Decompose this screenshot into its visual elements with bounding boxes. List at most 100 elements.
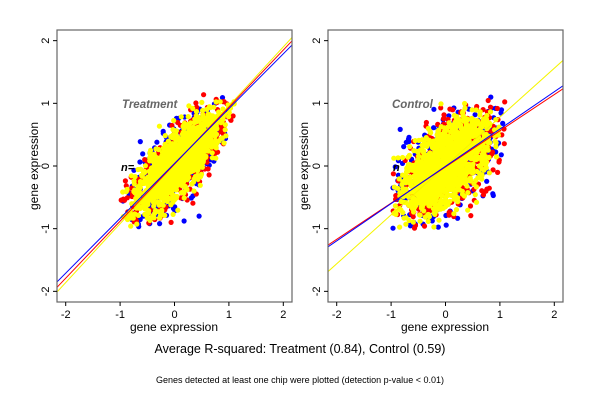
yellow-point bbox=[424, 161, 430, 167]
yellow-point bbox=[425, 192, 431, 198]
yellow-point bbox=[445, 147, 451, 153]
yellow-point bbox=[464, 183, 470, 189]
blue-point bbox=[137, 139, 143, 145]
x-tick-label: -1 bbox=[115, 309, 125, 321]
yellow-point bbox=[175, 207, 181, 213]
yellow-point bbox=[472, 192, 478, 198]
yellow-point bbox=[453, 169, 459, 175]
red-point bbox=[446, 210, 452, 216]
yellow-point bbox=[160, 145, 166, 151]
yellow-point bbox=[396, 176, 402, 182]
yellow-point bbox=[137, 185, 143, 191]
yellow-point bbox=[191, 154, 197, 160]
yellow-point bbox=[427, 138, 433, 145]
yellow-point bbox=[463, 169, 469, 176]
yellow-point bbox=[195, 145, 201, 151]
yellow-point bbox=[178, 148, 184, 154]
yellow-point bbox=[222, 122, 228, 128]
red-point bbox=[190, 200, 196, 206]
yellow-point bbox=[424, 155, 430, 161]
yellow-point bbox=[423, 169, 429, 175]
blue-fit-line bbox=[328, 85, 563, 248]
yellow-point bbox=[461, 175, 467, 181]
yellow-point bbox=[186, 103, 192, 109]
yellow-point bbox=[442, 131, 448, 138]
yellow-point bbox=[471, 117, 477, 123]
control-y-axis-title: gene expression bbox=[297, 122, 311, 210]
yellow-point bbox=[200, 112, 206, 118]
yellow-point bbox=[142, 211, 148, 217]
yellow-point bbox=[421, 143, 427, 149]
red-point bbox=[421, 223, 428, 229]
yellow-point bbox=[464, 138, 470, 144]
yellow-point bbox=[453, 120, 460, 127]
yellow-point bbox=[448, 185, 454, 191]
red-point bbox=[450, 107, 456, 113]
yellow-point bbox=[156, 159, 162, 165]
yellow-point bbox=[438, 183, 444, 189]
yellow-point bbox=[418, 165, 424, 171]
treatment-fit-lines bbox=[57, 37, 292, 293]
yellow-point bbox=[128, 223, 134, 229]
yellow-point bbox=[222, 127, 228, 133]
yellow-point bbox=[146, 208, 152, 214]
blue-point bbox=[443, 222, 449, 228]
yellow-point bbox=[198, 140, 204, 146]
yellow-point bbox=[123, 189, 129, 195]
yellow-point bbox=[400, 186, 406, 192]
yellow-point bbox=[190, 105, 196, 111]
treatment-x-axis: -2 -1 0 1 2 bbox=[61, 302, 286, 321]
yellow-point bbox=[438, 101, 444, 107]
y-tick-label: 0 bbox=[40, 163, 52, 169]
yellow-point bbox=[465, 190, 471, 196]
yellow-point bbox=[133, 195, 139, 202]
yellow-point bbox=[174, 182, 180, 188]
yellow-point bbox=[448, 140, 454, 146]
yellow-point bbox=[441, 172, 447, 178]
yellow-point bbox=[425, 218, 431, 224]
red-point bbox=[502, 99, 508, 105]
yellow-point bbox=[401, 215, 407, 221]
yellow-point bbox=[190, 128, 196, 134]
yellow-point bbox=[193, 109, 200, 115]
yellow-point bbox=[411, 201, 417, 207]
yellow-point bbox=[178, 114, 184, 120]
yellow-point bbox=[493, 144, 499, 150]
yellow-point bbox=[173, 165, 179, 171]
yellow-point bbox=[181, 142, 187, 148]
yellow-point bbox=[436, 217, 442, 223]
yellow-point bbox=[154, 155, 160, 161]
yellow-point bbox=[459, 191, 466, 197]
yellow-point bbox=[452, 143, 458, 149]
yellow-point bbox=[156, 123, 162, 129]
blue-point bbox=[435, 224, 441, 230]
yellow-point bbox=[460, 109, 466, 115]
yellow-point bbox=[493, 140, 499, 146]
blue-point bbox=[392, 164, 398, 170]
red-point bbox=[169, 122, 175, 129]
treatment-x-axis-title: gene expression bbox=[130, 320, 218, 334]
y-tick-label: -2 bbox=[311, 286, 323, 296]
x-tick-label: 0 bbox=[442, 309, 448, 321]
yellow-point bbox=[129, 215, 135, 221]
yellow-point bbox=[177, 178, 183, 184]
yellow-point bbox=[418, 194, 424, 200]
yellow-point bbox=[226, 114, 232, 120]
red-fit-line bbox=[328, 88, 563, 246]
yellow-point bbox=[189, 137, 195, 143]
yellow-point bbox=[414, 148, 420, 154]
yellow-point bbox=[145, 174, 151, 180]
red-point bbox=[479, 188, 485, 194]
yellow-point bbox=[120, 214, 126, 220]
x-tick-label: -2 bbox=[61, 309, 71, 321]
yellow-point bbox=[132, 187, 138, 193]
yellow-point bbox=[391, 155, 397, 161]
red-point bbox=[193, 100, 199, 106]
treatment-annotation: Treatment bbox=[122, 99, 179, 111]
yellow-point bbox=[433, 146, 439, 152]
x-tick-label: 1 bbox=[226, 309, 232, 321]
